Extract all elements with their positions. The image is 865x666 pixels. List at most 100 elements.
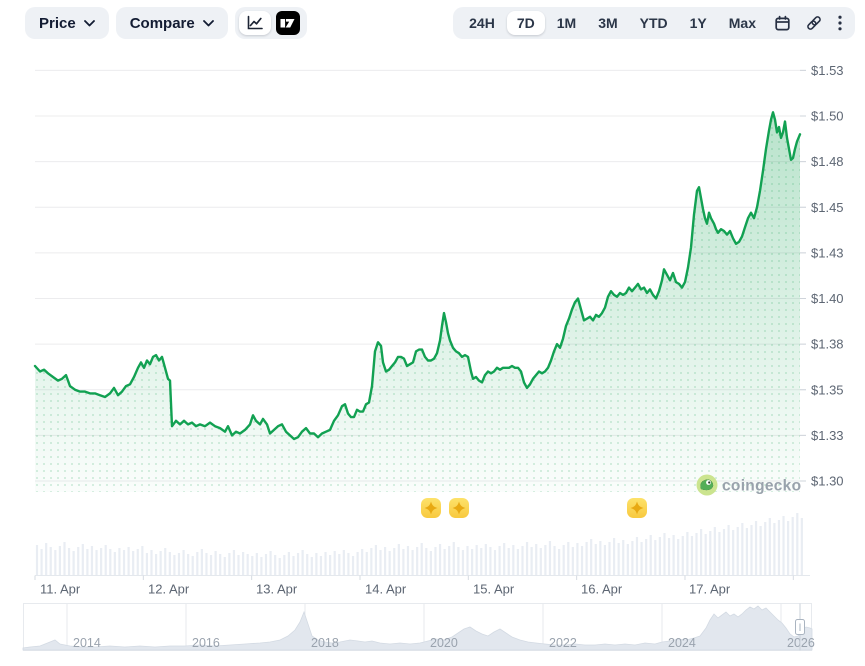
- x-axis-label: 15. Apr: [473, 582, 515, 597]
- volume-bar: [86, 549, 89, 575]
- volume-bar: [530, 547, 533, 575]
- volume-bar: [686, 532, 689, 575]
- volume-bar: [164, 548, 167, 575]
- volume-bar: [759, 526, 762, 575]
- volume-bar: [145, 553, 149, 575]
- compare-dropdown-button[interactable]: Compare: [115, 7, 228, 39]
- volume-bar: [274, 555, 277, 575]
- volume-bar: [196, 552, 199, 575]
- link-icon: [807, 16, 821, 30]
- volume-bar: [672, 535, 675, 575]
- volume-bar: [599, 541, 602, 575]
- x-axis-label: 14. Apr: [365, 582, 407, 597]
- volume-bar: [278, 558, 281, 575]
- volume-bar: [690, 536, 694, 575]
- event-marker[interactable]: [627, 498, 647, 518]
- date-picker-button[interactable]: [768, 11, 797, 35]
- price-dropdown-button[interactable]: Price: [25, 7, 109, 39]
- volume-bar: [370, 548, 373, 575]
- y-axis-labels: $1.53 $1.50 $1.48 $1.45 $1.43 $1.40 $1.38 $1.35…: [811, 63, 844, 489]
- chevron-down-icon: [83, 19, 95, 26]
- price-line: [33, 111, 802, 441]
- volume-bar: [77, 547, 80, 575]
- chart-toolbar: Price Compare: [0, 0, 865, 46]
- volume-bar: [342, 550, 345, 575]
- volume-bar: [406, 546, 410, 575]
- y-axis-label: $1.38: [811, 337, 844, 352]
- range-button-24h[interactable]: 24H: [459, 11, 505, 35]
- y-axis-label: $1.40: [811, 291, 844, 306]
- volume-bar: [438, 544, 442, 575]
- volume-bar: [209, 555, 213, 575]
- line-chart-type-button[interactable]: [238, 11, 271, 35]
- volume-bar: [49, 547, 52, 575]
- x-axis-label: 17. Apr: [689, 582, 731, 597]
- four-point-star-icon: [630, 501, 644, 515]
- volume-bar: [475, 545, 478, 575]
- navigator-history-silhouette: [22, 605, 813, 651]
- y-axis-label: $1.33: [811, 428, 844, 443]
- range-button-1y[interactable]: 1Y: [680, 11, 717, 35]
- share-link-button[interactable]: [799, 11, 829, 35]
- volume-bar: [754, 521, 758, 575]
- volume-bar: [539, 548, 542, 575]
- y-axis-label: $1.53: [811, 63, 844, 78]
- volume-bar: [544, 545, 547, 575]
- volume-bar: [187, 554, 190, 575]
- toolbar-left-group: Price Compare: [25, 7, 307, 39]
- volume-bar: [480, 548, 483, 575]
- y-axis-label: $1.45: [811, 200, 844, 215]
- volume-bar: [452, 542, 455, 575]
- volume-bar: [590, 539, 593, 575]
- x-axis-label: 13. Apr: [256, 582, 298, 597]
- volume-bar: [732, 530, 735, 575]
- volume-bar: [800, 518, 803, 575]
- volume-bar: [397, 544, 400, 575]
- volume-bar: [745, 528, 748, 575]
- range-button-1m[interactable]: 1M: [547, 11, 586, 35]
- volume-bar: [260, 557, 263, 575]
- range-button-max[interactable]: Max: [719, 11, 766, 35]
- volume-bar: [525, 542, 529, 575]
- volume-bar: [306, 554, 309, 575]
- volume-bar: [141, 546, 144, 575]
- volume-bar: [150, 550, 153, 575]
- volume-bar: [571, 547, 574, 575]
- volume-bar: [338, 554, 341, 575]
- volume-bar: [471, 549, 474, 575]
- volume-bar: [626, 544, 629, 575]
- calendar-icon: [775, 15, 790, 30]
- volume-bar: [516, 549, 519, 575]
- event-marker[interactable]: [449, 498, 469, 518]
- tradingview-chart-type-button[interactable]: [273, 11, 303, 35]
- volume-bar: [535, 544, 538, 575]
- volume-bar: [640, 542, 643, 575]
- compare-dropdown-label: Compare: [129, 14, 195, 32]
- volume-bar: [594, 544, 597, 575]
- volume-bar: [796, 513, 799, 575]
- volume-bar: [361, 549, 364, 575]
- volume-bar: [246, 554, 249, 575]
- volume-bar: [677, 539, 680, 575]
- event-marker[interactable]: [421, 498, 441, 518]
- price-dropdown-label: Price: [39, 14, 76, 32]
- volume-bar: [521, 546, 524, 575]
- volume-bar: [177, 553, 181, 575]
- more-options-button[interactable]: [831, 11, 849, 35]
- range-button-ytd[interactable]: YTD: [630, 11, 678, 35]
- volume-bar: [205, 553, 208, 575]
- range-button-3m[interactable]: 3M: [588, 11, 627, 35]
- x-axis-label: 11. Apr: [40, 582, 81, 597]
- timeline-navigator: 2014 2016 2018 2020 2022 2024 2026: [22, 603, 815, 651]
- volume-bar: [498, 546, 501, 575]
- volume-bar: [191, 556, 194, 575]
- volume-bar: [173, 555, 176, 575]
- range-button-7d[interactable]: 7D: [506, 11, 545, 35]
- volume-bar: [654, 540, 657, 575]
- volume-bar: [118, 548, 121, 575]
- kebab-menu-icon: [838, 15, 842, 31]
- volume-bar: [461, 550, 465, 575]
- volume-bar: [90, 546, 94, 575]
- volume-bar: [645, 539, 648, 575]
